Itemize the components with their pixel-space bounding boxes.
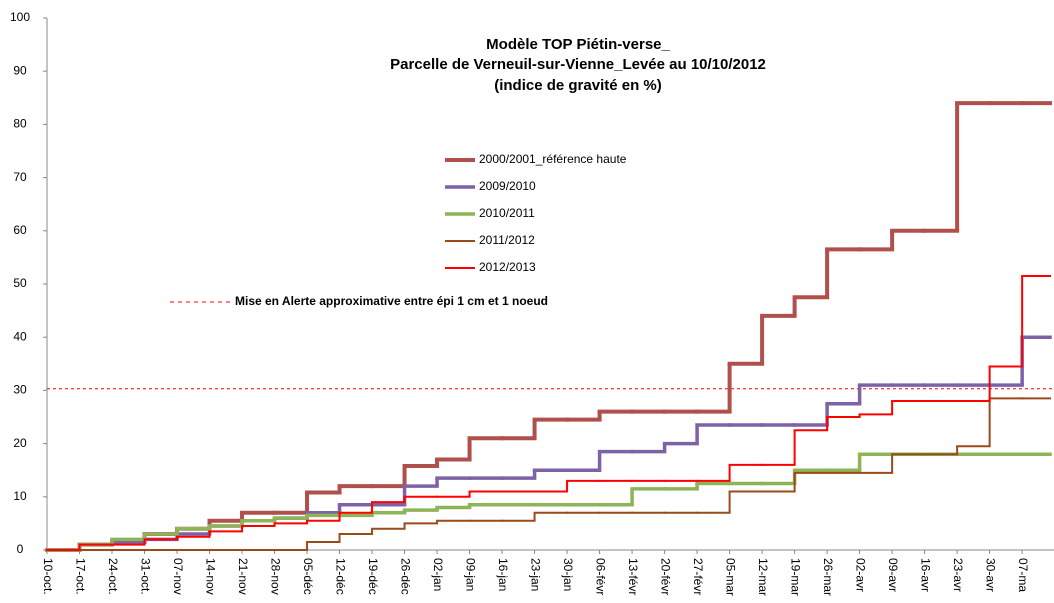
x-tick-label: 02-jan [431, 558, 445, 591]
x-tick-label: 17-oct. [73, 558, 87, 595]
legend-label: 2010/2011 [479, 206, 535, 220]
x-tick-label: 05-mar [723, 558, 737, 596]
x-tick-label: 10-oct. [41, 558, 55, 595]
x-tick-label: 20-févr [658, 558, 672, 595]
y-tick-label: 50 [13, 276, 27, 290]
x-tick-label: 16-jan [496, 558, 510, 591]
x-tick-label: 23-avr [951, 558, 965, 592]
chart-title: Modèle TOP Piétin-verse_ [486, 36, 670, 53]
x-tick-label: 30-avr [983, 558, 997, 592]
x-tick-label: 16-avr [918, 558, 932, 592]
x-tick-label: 23-jan [528, 558, 542, 591]
y-tick-label: 40 [13, 329, 27, 343]
y-tick-label: 80 [13, 117, 27, 131]
legend-label: 2011/2012 [479, 233, 535, 247]
x-tick-label: 21-nov [236, 558, 250, 595]
legend-label: 2012/2013 [479, 260, 536, 274]
legend-label: 2009/2010 [479, 179, 536, 193]
x-tick-label: 28-nov [268, 558, 282, 595]
x-tick-label: 26-mar [821, 558, 835, 596]
x-tick-label: 19-déc [366, 558, 380, 595]
x-tick-label: 06-févr [593, 558, 607, 595]
x-tick-label: 07-nov [171, 558, 185, 595]
y-tick-label: 60 [13, 223, 27, 237]
x-tick-label: 05-déc [301, 558, 315, 595]
chart-title: Parcelle de Verneuil-sur-Vienne_Levée au… [390, 56, 766, 73]
legend-label: 2000/2001_référence haute [479, 152, 627, 166]
y-tick-label: 100 [10, 10, 30, 24]
x-tick-label: 13-févr [626, 558, 640, 595]
chart-title: (indice de gravité en %) [494, 77, 662, 94]
x-tick-label: 12-mar [756, 558, 770, 596]
x-tick-label: 12-déc [333, 558, 347, 595]
y-tick-label: 30 [13, 383, 27, 397]
x-tick-label: 19-mar [788, 558, 802, 596]
y-tick-label: 90 [13, 63, 27, 77]
y-tick-label: 70 [13, 170, 27, 184]
y-tick-label: 0 [17, 542, 24, 556]
y-tick-label: 20 [13, 436, 27, 450]
x-tick-label: 31-oct. [138, 558, 152, 595]
x-tick-label: 02-avr [853, 558, 867, 592]
y-tick-label: 10 [13, 489, 27, 503]
x-tick-label: 09-avr [886, 558, 900, 592]
x-tick-label: 26-déc [398, 558, 412, 595]
x-tick-label: 14-nov [203, 558, 217, 595]
x-tick-label: 27-févr [691, 558, 705, 595]
legend-label: Mise en Alerte approximative entre épi 1… [235, 294, 548, 308]
x-tick-label: 09-jan [463, 558, 477, 591]
x-tick-label: 30-jan [561, 558, 575, 591]
x-tick-label: 07-ma [1016, 558, 1030, 592]
x-tick-label: 24-oct. [106, 558, 120, 595]
